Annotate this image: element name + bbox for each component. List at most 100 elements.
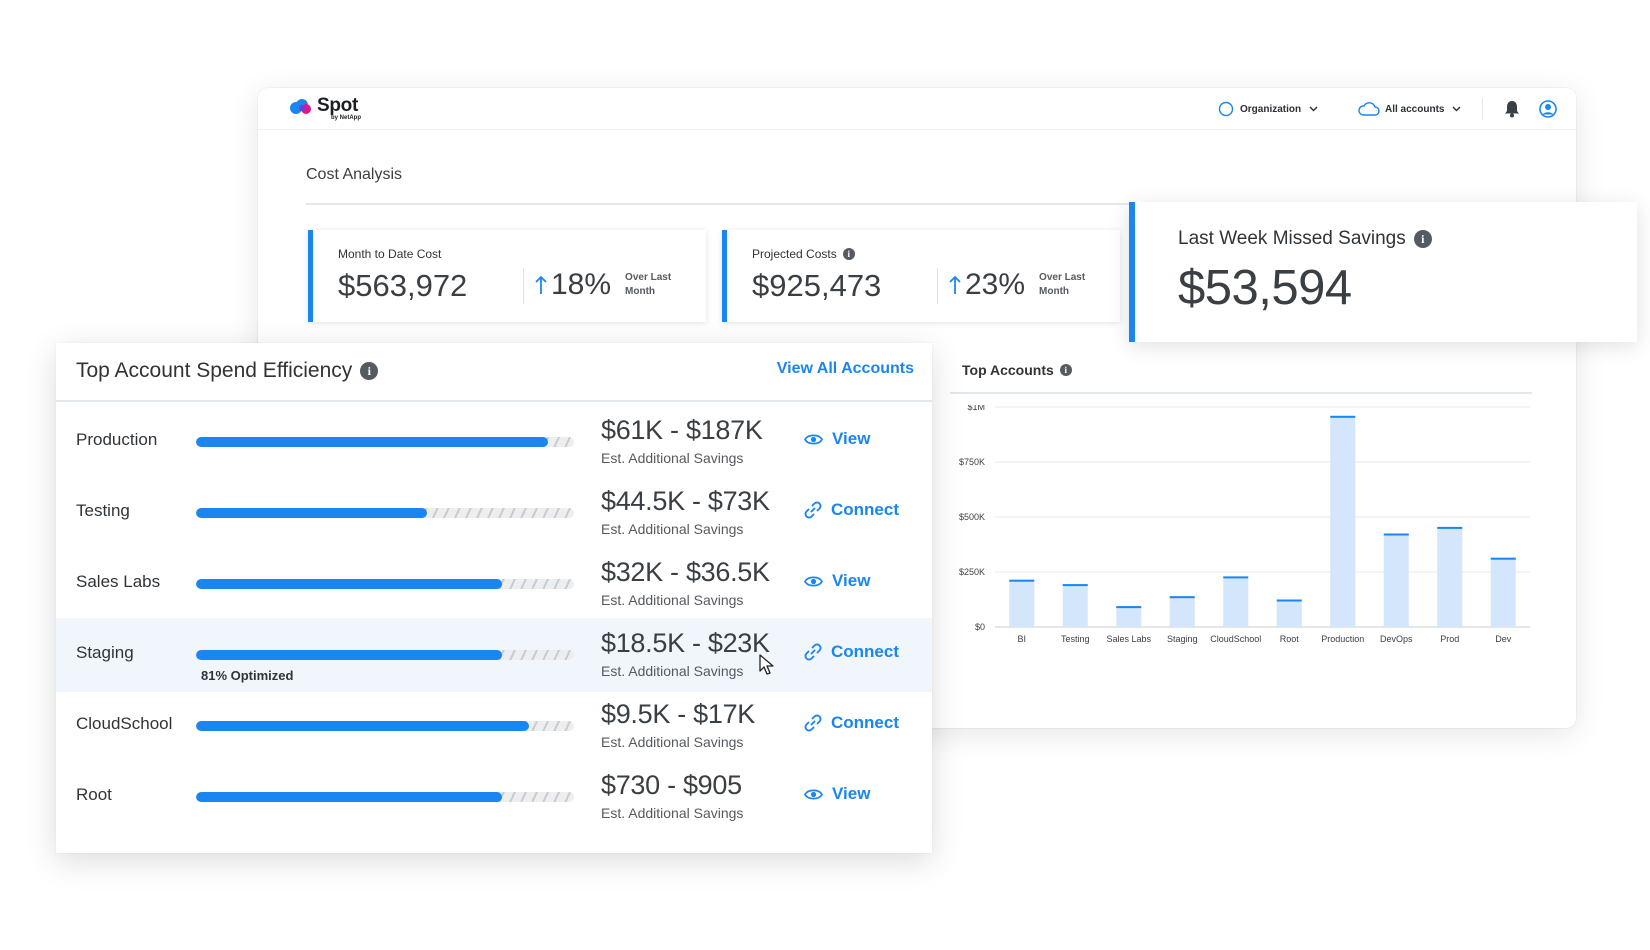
action-label: View (832, 571, 871, 590)
action-label: View (832, 429, 871, 448)
chart-bar-top (1169, 596, 1195, 599)
info-icon[interactable]: i (360, 362, 379, 380)
account-row: Testing $44.5K - $73K Est. Additional Savi… (56, 476, 932, 550)
logo-name: Spot (317, 95, 359, 116)
action-label: Connect (831, 642, 899, 661)
arrow-up-icon (949, 275, 961, 294)
info-icon[interactable]: i (1059, 364, 1072, 376)
y-tick-label: $1M (967, 405, 985, 412)
missed-savings-card: Last Week Missed Savings i $53,594 (1129, 202, 1637, 342)
x-tick-label: Staging (1167, 634, 1198, 644)
x-tick-label: CloudSchool (1210, 634, 1261, 644)
metric-change-note: Over Last Month (1039, 272, 1086, 297)
savings-subtitle: Est. Additional Savings (601, 805, 744, 821)
account-name: CloudSchool (76, 714, 173, 733)
chart-bar (1383, 533, 1409, 627)
organization-icon (1218, 101, 1234, 117)
link-icon (804, 714, 822, 732)
top-accounts-chart: $0 $250K $500K $750K $1M BI Testing Sales Labs S… (959, 405, 1530, 644)
savings-range: $18.5K - $23K (601, 628, 770, 658)
account-name: Testing (76, 501, 130, 520)
efficiency-progress-bar (196, 579, 574, 589)
metric-value: $563,972 (338, 268, 468, 303)
savings-range: $44.5K - $73K (601, 486, 770, 516)
user-avatar-icon[interactable] (1539, 100, 1557, 118)
view-button[interactable]: View (804, 784, 870, 804)
x-tick-label: Sales Labs (1106, 634, 1151, 644)
connect-button[interactable]: Connect (804, 642, 899, 662)
missed-savings-value: $53,594 (1178, 261, 1352, 315)
missed-savings-label-row: Last Week Missed Savings i (1178, 228, 1432, 250)
x-tick-label: Production (1321, 634, 1364, 644)
account-name: Staging (76, 643, 134, 662)
spot-logo[interactable]: Spot by NetApp (288, 96, 361, 124)
chart-title-text: Top Accounts (962, 362, 1054, 378)
organization-selector[interactable]: Organization (1218, 88, 1318, 130)
page-title: Cost Analysis (306, 166, 403, 183)
x-tick-label: Dev (1495, 634, 1512, 644)
action-label: Connect (831, 713, 899, 732)
chart-bar (1009, 579, 1035, 627)
view-button[interactable]: View (804, 429, 870, 449)
progress-fill (196, 437, 548, 447)
chart-bar (1490, 557, 1516, 627)
savings-subtitle: Est. Additional Savings (601, 592, 744, 608)
progress-fill (196, 508, 427, 518)
chart-bar (1437, 526, 1463, 627)
metric-label-row: Projected Costs i (752, 247, 855, 261)
account-name: Production (76, 430, 158, 449)
spot-cloud-icon (290, 99, 311, 114)
x-tick-label: Testing (1061, 634, 1090, 644)
link-icon (804, 501, 822, 519)
arrow-up-icon (535, 275, 547, 294)
metric-change-note: Over Last Month (625, 272, 672, 297)
efficiency-progress-bar (196, 650, 574, 660)
chart-bar-top (1330, 415, 1356, 418)
x-tick-label: BI (1017, 634, 1026, 644)
title-divider (306, 203, 1576, 205)
view-all-accounts-link[interactable]: View All Accounts (776, 360, 914, 377)
metric-value: $925,473 (752, 268, 882, 303)
metric-change-value: 23% (965, 268, 1026, 301)
accounts-selector[interactable]: All accounts (1358, 88, 1461, 130)
eye-icon (804, 575, 823, 587)
info-icon[interactable]: i (1413, 230, 1432, 248)
missed-savings-label: Last Week Missed Savings (1178, 228, 1406, 249)
efficiency-progress-bar (196, 437, 574, 447)
y-tick-label: $750K (959, 457, 985, 467)
month-to-date-card: Month to Date Cost $563,972 18% Over Las… (308, 230, 706, 322)
x-tick-label: DevOps (1380, 634, 1413, 644)
efficiency-progress-bar (196, 508, 574, 518)
savings-subtitle: Est. Additional Savings (601, 450, 744, 466)
bell-icon[interactable] (1503, 99, 1521, 118)
y-tick-label: $500K (959, 512, 985, 522)
account-row: Root $730 - $905 Est. Additional Savings Vi… (56, 760, 932, 834)
connect-button[interactable]: Connect (804, 500, 899, 520)
metric-label: Month to Date Cost (338, 247, 442, 261)
panel-title: Top Account Spend Efficiency (76, 359, 353, 382)
chart-bar (1062, 584, 1088, 627)
connect-button[interactable]: Connect (804, 713, 899, 733)
view-button[interactable]: View (804, 571, 870, 591)
progress-fill (196, 721, 529, 731)
chart-bar (1169, 596, 1195, 627)
chevron-down-icon (1309, 106, 1318, 112)
spend-efficiency-panel: Top Account Spend Efficiency i View All … (56, 343, 932, 853)
accounts-label: All accounts (1385, 103, 1445, 115)
chart-bar-top (1437, 526, 1463, 529)
chart-bar-top (1116, 606, 1142, 609)
metric-label: Projected Costs (752, 247, 837, 261)
top-bar: Spot by NetApp Organization All accounts (258, 88, 1576, 130)
organization-label: Organization (1240, 103, 1302, 115)
chart-bar-top (1009, 579, 1035, 582)
savings-subtitle: Est. Additional Savings (601, 521, 744, 537)
mouse-cursor-icon (759, 654, 774, 675)
projected-costs-card: Projected Costs i $925,473 23% Over Last… (722, 230, 1120, 322)
account-name: Sales Labs (76, 572, 161, 591)
account-row: Production $61K - $187K Est. Additional Sa… (56, 405, 932, 479)
account-row: Sales Labs $32K - $36.5K Est. Additional S… (56, 547, 932, 621)
action-label: View (832, 784, 871, 803)
nav-divider (1482, 98, 1483, 120)
savings-range: $9.5K - $17K (601, 699, 756, 729)
info-icon[interactable]: i (842, 248, 855, 260)
